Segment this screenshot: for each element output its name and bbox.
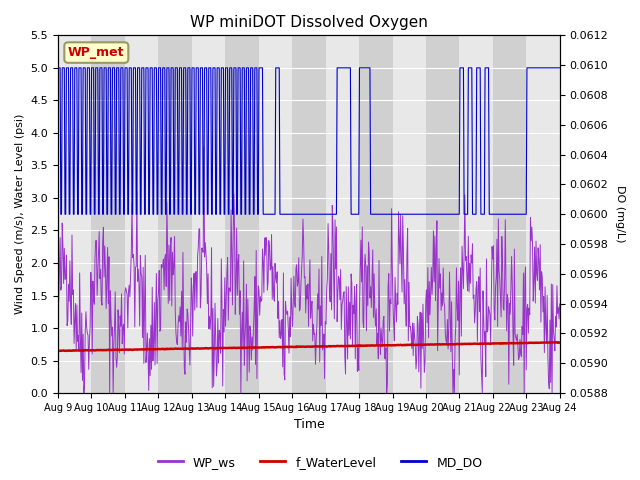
Bar (58, 36, 92, 393)
Legend: WP_ws, f_WaterLevel, MD_DO: WP_ws, f_WaterLevel, MD_DO (152, 451, 488, 474)
Title: WP miniDOT Dissolved Oxygen: WP miniDOT Dissolved Oxygen (190, 15, 428, 30)
Bar (460, 36, 493, 393)
Bar (326, 36, 359, 393)
Bar (92, 36, 125, 393)
Bar (292, 36, 326, 393)
Bar (125, 36, 158, 393)
Y-axis label: Wind Speed (m/s), Water Level (psi): Wind Speed (m/s), Water Level (psi) (15, 114, 25, 314)
Bar (493, 36, 526, 393)
Bar (225, 36, 259, 393)
Bar (392, 36, 426, 393)
X-axis label: Time: Time (294, 419, 324, 432)
Bar (426, 36, 460, 393)
Y-axis label: DO (mg/L): DO (mg/L) (615, 185, 625, 243)
Text: WP_met: WP_met (68, 46, 125, 59)
Bar (259, 36, 292, 393)
Bar (526, 36, 560, 393)
Bar (359, 36, 392, 393)
Bar (158, 36, 192, 393)
Bar (192, 36, 225, 393)
